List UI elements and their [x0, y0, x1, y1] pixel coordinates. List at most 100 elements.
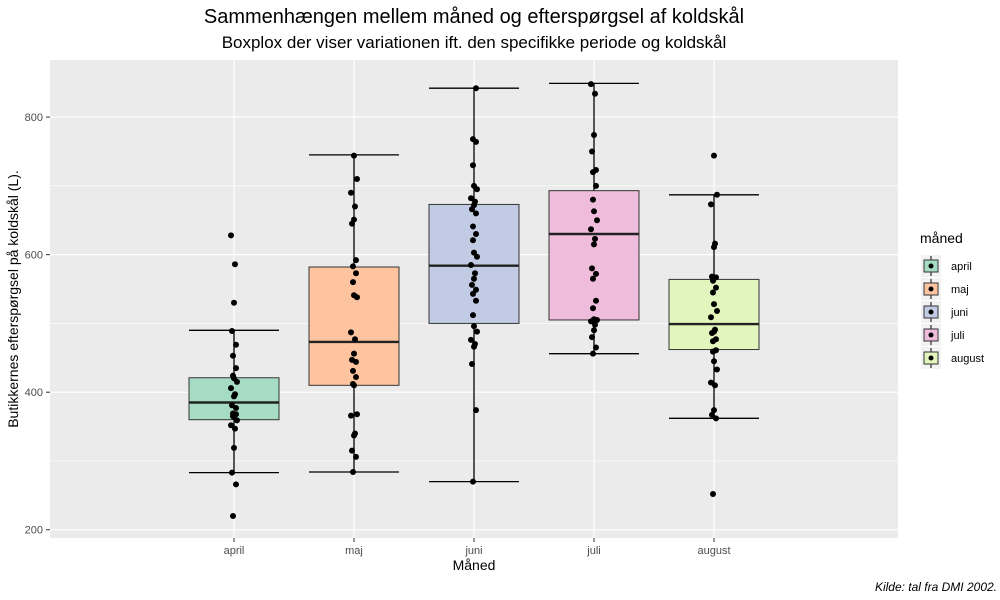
data-point	[472, 270, 478, 277]
data-point	[589, 148, 595, 155]
data-point	[470, 312, 476, 319]
data-point	[714, 366, 720, 373]
data-point	[473, 297, 479, 304]
data-point	[590, 196, 596, 203]
chart-title: Sammenhængen mellem måned og efterspørgs…	[204, 6, 744, 28]
data-point	[592, 321, 598, 328]
data-point	[711, 152, 717, 159]
data-point	[711, 407, 717, 414]
data-point	[350, 263, 356, 270]
data-point	[233, 365, 239, 372]
data-point	[470, 136, 476, 143]
legend-label: april	[951, 261, 972, 273]
legend-label: juni	[950, 307, 968, 319]
data-point	[474, 328, 480, 335]
data-point	[469, 360, 475, 367]
legend-label: august	[951, 353, 984, 365]
data-point	[354, 175, 360, 182]
data-point	[474, 253, 480, 260]
data-point	[229, 327, 235, 334]
boxes	[188, 82, 760, 483]
data-point	[353, 453, 359, 460]
data-point	[471, 275, 477, 282]
data-point	[228, 232, 234, 239]
data-point	[471, 323, 477, 330]
x-tick-label: juni	[464, 545, 482, 557]
legend-label: juli	[950, 330, 964, 342]
data-point	[588, 81, 594, 88]
data-point	[349, 356, 355, 363]
legend-item-maj: maj	[921, 278, 969, 300]
data-point	[353, 270, 359, 277]
data-point	[713, 336, 719, 343]
data-point	[589, 265, 595, 272]
data-point	[471, 249, 477, 256]
data-point	[229, 402, 235, 409]
data-point	[468, 336, 474, 343]
data-point	[470, 162, 476, 169]
data-point	[591, 327, 597, 334]
data-point	[712, 326, 718, 333]
data-point	[711, 301, 717, 308]
data-point	[713, 415, 719, 422]
data-point	[590, 275, 596, 282]
data-point	[590, 350, 596, 357]
data-point	[351, 152, 357, 159]
data-point	[593, 182, 599, 189]
data-point	[593, 270, 599, 277]
x-tick-label: juli	[586, 545, 600, 557]
data-point	[473, 231, 479, 238]
data-points	[228, 81, 720, 519]
legend-key-point	[928, 355, 934, 361]
legend: april maj juni juli august	[921, 255, 984, 369]
data-point	[472, 198, 478, 205]
data-point	[348, 412, 354, 419]
data-point	[228, 422, 234, 429]
data-point	[588, 226, 594, 233]
source-caption: Kilde: tal fra DMI 2002.	[875, 580, 997, 594]
data-point	[352, 203, 358, 210]
data-point	[592, 90, 598, 97]
data-point	[591, 131, 597, 138]
data-point	[470, 478, 476, 485]
data-point	[354, 411, 360, 418]
data-point	[714, 191, 720, 198]
legend-item-august: august	[921, 347, 984, 369]
legend-key-point	[928, 286, 934, 292]
y-tick-label: 400	[25, 387, 43, 399]
legend-key-point	[928, 332, 934, 338]
legend-title: måned	[920, 230, 963, 246]
data-point	[713, 284, 719, 291]
data-point	[230, 352, 236, 359]
data-point	[352, 430, 358, 437]
legend-key-point	[928, 309, 934, 315]
y-tick-label: 800	[25, 112, 43, 124]
data-point	[590, 305, 596, 312]
data-point	[352, 336, 358, 343]
data-point	[353, 374, 359, 381]
chart-subtitle: Boxplox der viser variationen ift. den s…	[222, 33, 727, 52]
x-tick-label: maj	[345, 545, 363, 557]
data-point	[710, 289, 716, 296]
x-axis-title: Måned	[453, 557, 496, 573]
data-point	[473, 407, 479, 414]
data-point	[711, 358, 717, 365]
data-point	[233, 481, 239, 488]
data-point	[708, 379, 714, 386]
x-tick-label: august	[697, 545, 730, 557]
data-point	[471, 182, 477, 189]
data-point	[472, 341, 478, 348]
data-point	[593, 344, 599, 351]
data-point	[350, 468, 356, 475]
iqr-box	[308, 266, 400, 386]
legend-item-april: april	[921, 255, 972, 277]
data-point	[348, 329, 354, 336]
legend-label: maj	[951, 284, 969, 296]
data-point	[470, 290, 476, 297]
data-point	[350, 367, 356, 374]
data-point	[351, 292, 357, 299]
data-point	[353, 257, 359, 264]
data-point	[594, 217, 600, 224]
data-point	[229, 469, 235, 476]
